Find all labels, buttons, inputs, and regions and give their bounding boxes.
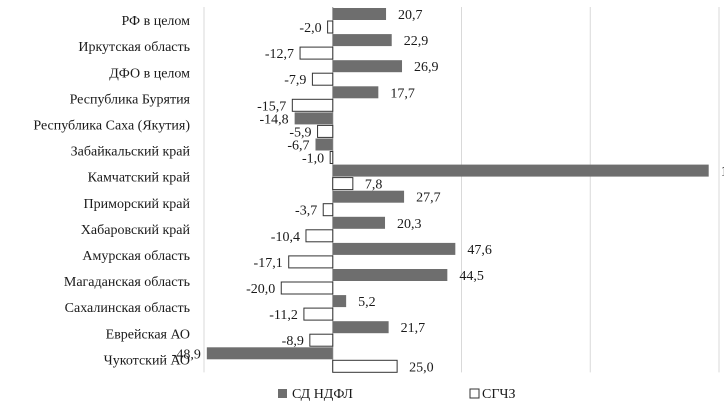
legend-swatch-sgchz (469, 388, 480, 399)
data-label: 27,7 (416, 191, 441, 206)
category-labels: РФ в целом Иркутская область ДФО в целом Ре… (33, 14, 190, 368)
bar-sd-ndfl (332, 164, 709, 177)
bar-sd-ndfl (332, 216, 386, 229)
data-label: 26,9 (414, 60, 439, 75)
data-label: -1,0 (302, 152, 324, 167)
bar-sgchz (311, 72, 334, 86)
category-label: Сахалинская область (65, 301, 190, 316)
legend: СД НДФЛ СГЧЗ (278, 387, 516, 402)
category-label: Иркутская область (78, 40, 190, 55)
category-label: Приморский край (84, 197, 191, 212)
data-label: -7,9 (284, 73, 306, 88)
bar-sgchz (280, 281, 334, 295)
bar-sd-ndfl (332, 295, 347, 308)
data-label: -12,7 (265, 47, 294, 62)
category-label: ДФО в целом (109, 66, 190, 81)
bar-sd-ndfl (332, 86, 379, 99)
data-label: -6,7 (287, 139, 309, 154)
data-label: 44,5 (459, 269, 484, 284)
data-label: 17,7 (390, 86, 415, 101)
bar-sd-ndfl (332, 190, 405, 203)
bar-sgchz (299, 46, 334, 60)
data-label: -17,1 (254, 256, 283, 271)
legend-label-sgchz: СГЧЗ (482, 387, 516, 402)
data-label: -8,9 (282, 334, 304, 349)
data-label: 22,9 (404, 34, 429, 49)
bar-sgchz (288, 255, 334, 269)
bar-sgchz (291, 98, 334, 112)
category-label: Забайкальский край (71, 145, 191, 160)
data-label: -11,2 (269, 308, 298, 323)
category-label: Еврейская АО (106, 327, 190, 342)
data-label: -10,4 (271, 230, 300, 245)
bar-sgchz (322, 203, 334, 217)
bar-sd-ndfl (315, 138, 333, 151)
bar-sgchz (329, 151, 334, 164)
value-labels: 20,7 22,9 26,9 17,7 -14,8 -6,7 146,0 27,7 20,3 47… (172, 8, 724, 375)
data-label: 21,7 (401, 321, 426, 336)
bar-sd-ndfl (206, 347, 333, 360)
data-label: -48,9 (172, 347, 201, 362)
bar-sd-ndfl (332, 242, 456, 255)
data-label: 146,0 (721, 165, 724, 180)
legend-swatch-sd-ndfl (278, 389, 287, 398)
data-label: 20,7 (398, 8, 423, 23)
bar-sd-ndfl (332, 8, 387, 20)
legend-label-sd-ndfl: СД НДФЛ (292, 387, 353, 402)
category-label: РФ в целом (121, 14, 190, 29)
category-label: Республика Саха (Якутия) (33, 118, 190, 133)
bars (206, 8, 709, 373)
data-label: 7,8 (365, 178, 383, 193)
bar-sgchz (332, 359, 398, 373)
bar-sgchz (303, 307, 334, 321)
data-label: 5,2 (358, 295, 376, 310)
data-label: -3,7 (295, 204, 317, 219)
category-label: Камчатский край (88, 171, 191, 186)
data-label: 25,0 (409, 360, 434, 375)
bar-sd-ndfl (294, 112, 333, 125)
category-label: Республика Бурятия (70, 92, 191, 107)
bar-sd-ndfl (332, 321, 389, 334)
bar-sgchz (317, 124, 334, 138)
data-label: -14,8 (259, 112, 288, 127)
bar-sgchz (332, 177, 354, 191)
bar-sgchz (309, 333, 334, 347)
bar-sd-ndfl (332, 60, 403, 73)
bar-sgchz (327, 20, 334, 34)
category-label: Чукотский АО (104, 353, 190, 368)
bar-sd-ndfl (332, 269, 448, 281)
bar-sd-ndfl (332, 34, 392, 47)
data-label: 47,6 (467, 243, 492, 258)
data-label: -5,9 (289, 125, 311, 140)
category-label: Магаданская область (64, 275, 190, 290)
data-label: -2,0 (299, 21, 321, 36)
data-label: 20,3 (397, 217, 422, 232)
bar-sgchz (305, 229, 334, 243)
data-label: -20,0 (246, 282, 275, 297)
category-label: Амурская область (82, 249, 190, 264)
data-label: -15,7 (257, 99, 286, 114)
category-label: Хабаровский край (81, 223, 191, 238)
